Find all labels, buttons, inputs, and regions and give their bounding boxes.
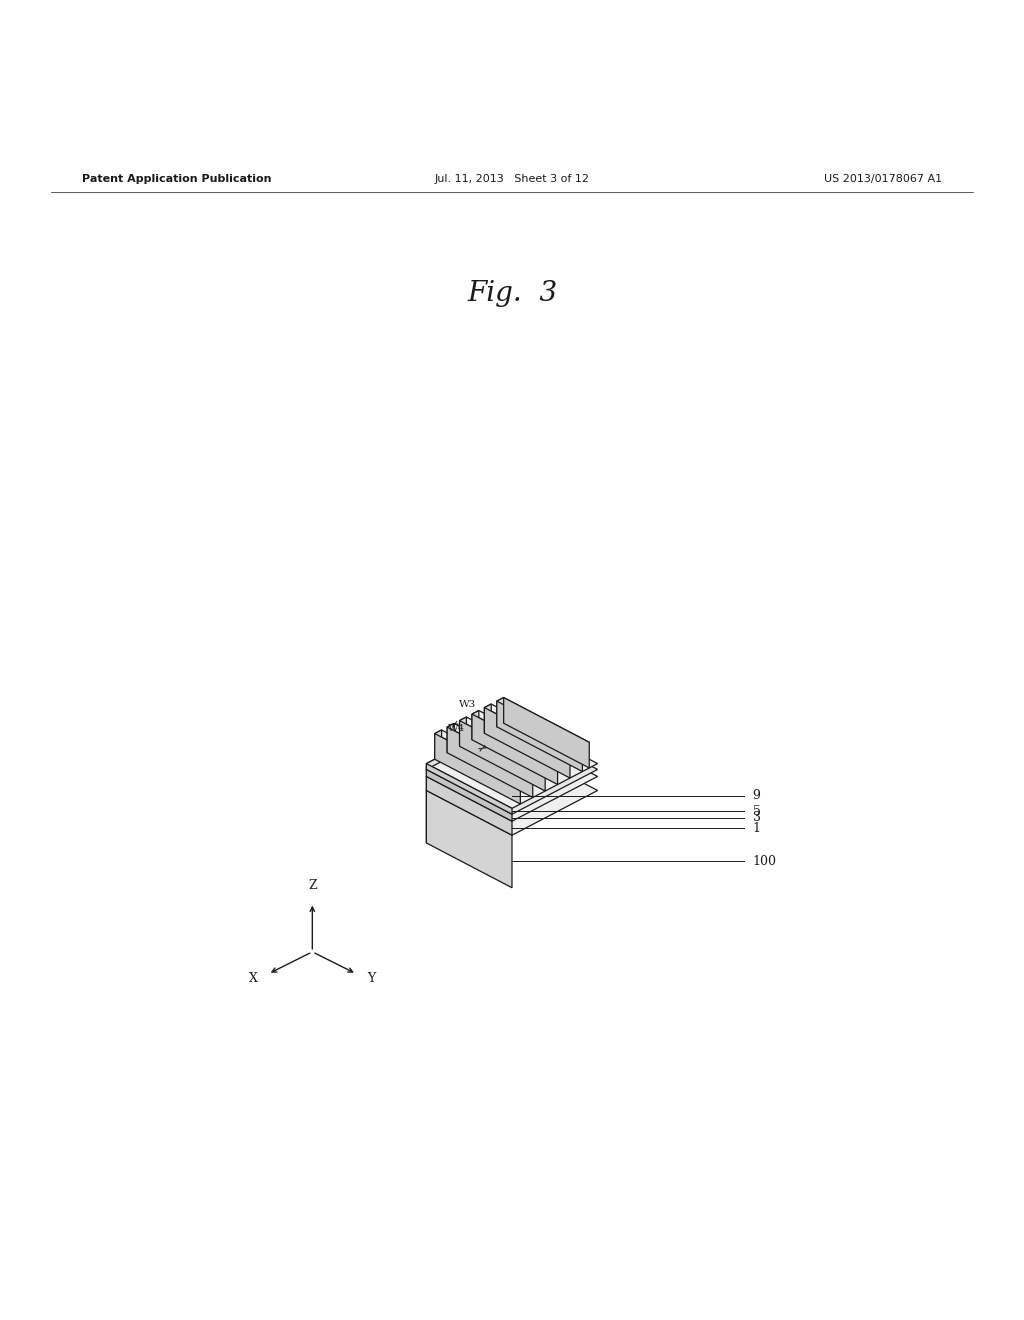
- Text: W3: W3: [459, 700, 476, 709]
- Polygon shape: [426, 791, 512, 888]
- Polygon shape: [484, 704, 492, 734]
- Polygon shape: [460, 721, 545, 791]
- Text: X: X: [249, 972, 258, 985]
- Polygon shape: [426, 746, 512, 843]
- Polygon shape: [460, 717, 552, 766]
- Polygon shape: [504, 697, 589, 768]
- Polygon shape: [435, 730, 527, 779]
- Text: US 2013/0178067 A1: US 2013/0178067 A1: [824, 174, 942, 183]
- Polygon shape: [426, 719, 598, 808]
- Text: Fig.  3: Fig. 3: [467, 280, 557, 308]
- Polygon shape: [426, 719, 512, 770]
- Text: 3: 3: [753, 812, 761, 824]
- Polygon shape: [426, 746, 598, 836]
- Polygon shape: [426, 725, 512, 776]
- Polygon shape: [447, 723, 454, 752]
- Text: 9: 9: [753, 789, 761, 803]
- Polygon shape: [435, 730, 441, 759]
- Polygon shape: [426, 763, 512, 814]
- Text: Z: Z: [308, 879, 316, 892]
- Polygon shape: [426, 731, 512, 791]
- Text: 100: 100: [753, 855, 776, 869]
- Polygon shape: [484, 704, 577, 752]
- Polygon shape: [426, 770, 512, 821]
- Polygon shape: [472, 714, 558, 784]
- Polygon shape: [497, 697, 504, 727]
- Text: Y: Y: [367, 972, 375, 985]
- Polygon shape: [484, 708, 570, 777]
- Polygon shape: [426, 776, 512, 836]
- Text: 5: 5: [753, 805, 761, 818]
- Polygon shape: [460, 717, 466, 746]
- Polygon shape: [497, 697, 589, 746]
- Polygon shape: [447, 723, 540, 772]
- Polygon shape: [426, 731, 598, 821]
- Text: 1: 1: [753, 822, 761, 834]
- Polygon shape: [472, 710, 479, 739]
- Polygon shape: [435, 734, 520, 804]
- Text: W4: W4: [449, 723, 466, 733]
- Text: Jul. 11, 2013   Sheet 3 of 12: Jul. 11, 2013 Sheet 3 of 12: [434, 174, 590, 183]
- Polygon shape: [497, 701, 583, 772]
- Polygon shape: [472, 710, 564, 759]
- Polygon shape: [447, 727, 532, 797]
- Text: Patent Application Publication: Patent Application Publication: [82, 174, 271, 183]
- Polygon shape: [426, 725, 598, 814]
